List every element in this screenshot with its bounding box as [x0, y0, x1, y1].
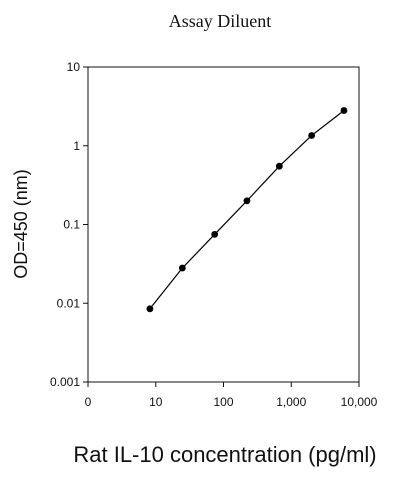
x-tick-label: 0 [85, 395, 92, 409]
data-point [308, 132, 316, 139]
y-tick-label: 0.01 [57, 296, 81, 310]
y-tick-label: 1 [73, 139, 80, 153]
y-tick-label: 10 [67, 60, 81, 74]
y-tick-label: 0.1 [63, 218, 80, 232]
y-tick-label: 0.001 [50, 375, 80, 389]
data-point [275, 162, 283, 170]
x-tick-label: 1,000 [276, 395, 306, 409]
data-point [178, 264, 186, 272]
data-point [243, 197, 251, 205]
y-axis-label: OD=450 (nm) [11, 169, 31, 279]
data-point [211, 230, 219, 238]
x-tick-label: 10,000 [341, 395, 378, 409]
data-point [340, 107, 348, 114]
x-tick-label: 10 [149, 395, 163, 409]
series-layer [146, 107, 348, 313]
x-axis-label: Rat IL-10 concentration (pg/ml) [73, 442, 376, 467]
chart-title: Assay Diluent [169, 11, 272, 31]
data-point [146, 305, 154, 313]
series-line [149, 110, 345, 310]
y-axis: 0.001 0.01 0.1 1 10 [50, 60, 88, 389]
x-axis: 0 10 100 1,000 10,000 [85, 382, 378, 409]
x-tick-label: 100 [213, 395, 233, 409]
